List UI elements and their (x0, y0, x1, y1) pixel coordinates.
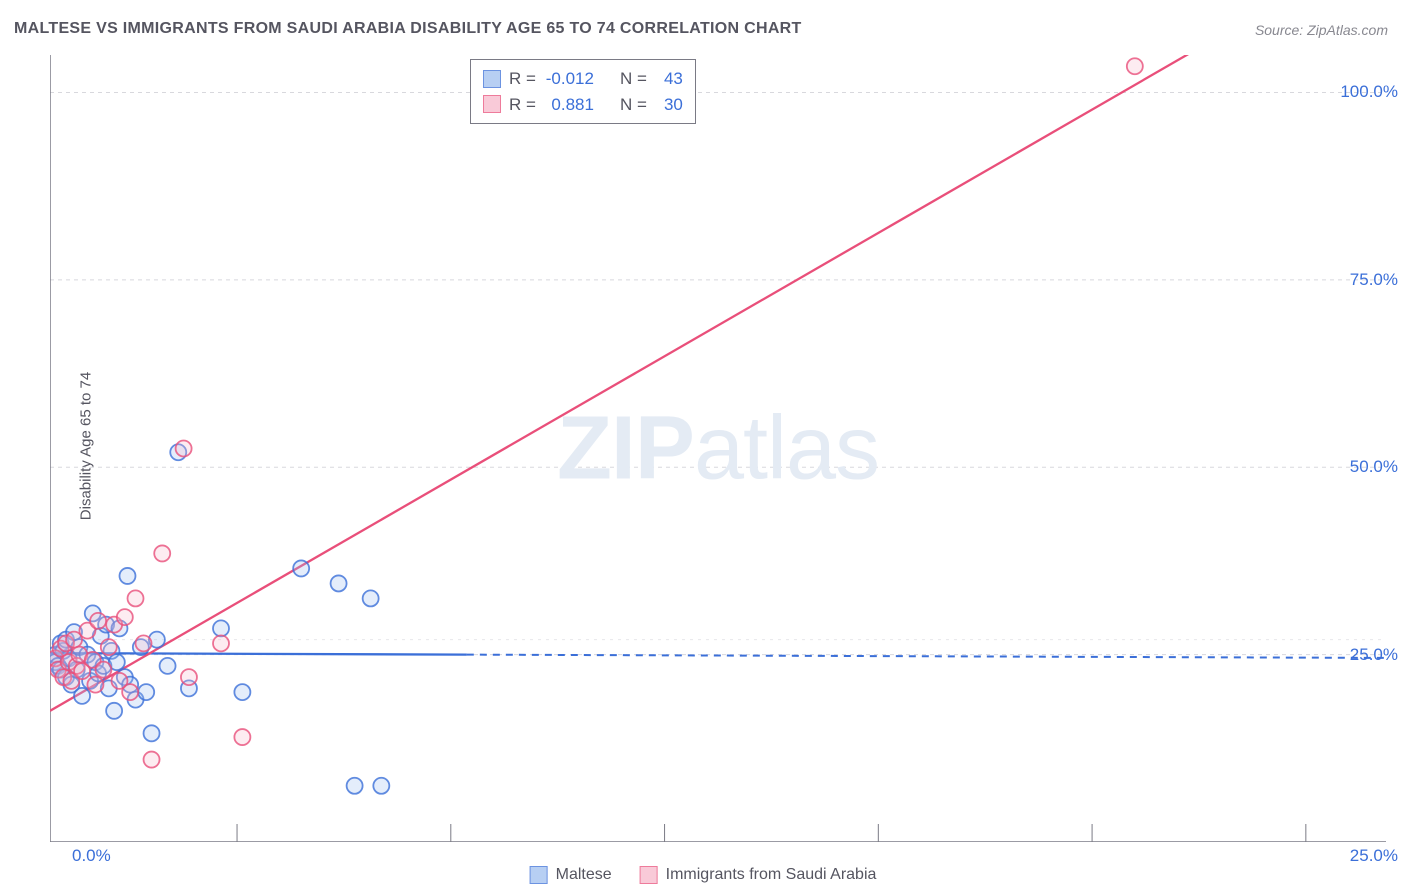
swatch-saudi-icon (483, 95, 501, 113)
x-tick-label: 25.0% (1350, 846, 1398, 866)
r-label: R = (509, 92, 536, 118)
n-label: N = (620, 66, 647, 92)
y-tick-label: 25.0% (1350, 645, 1398, 665)
swatch-saudi-icon (640, 866, 658, 884)
legend-item-saudi: Immigrants from Saudi Arabia (640, 866, 877, 884)
swatch-maltese-icon (530, 866, 548, 884)
y-tick-label: 100.0% (1340, 82, 1398, 102)
x-tick-label: 0.0% (72, 846, 111, 866)
r-value: 0.881 (544, 92, 594, 118)
r-value: -0.012 (544, 66, 594, 92)
legend-item-maltese: Maltese (530, 866, 612, 884)
n-label: N = (620, 92, 647, 118)
legend-label: Immigrants from Saudi Arabia (666, 866, 877, 884)
scatter-chart (50, 55, 1386, 842)
stats-legend-box: R = -0.012 N = 43 R = 0.881 N = 30 (470, 59, 696, 124)
r-label: R = (509, 66, 536, 92)
source-attribution: Source: ZipAtlas.com (1255, 22, 1388, 38)
legend-label: Maltese (556, 866, 612, 884)
chart-title: MALTESE VS IMMIGRANTS FROM SAUDI ARABIA … (14, 20, 802, 38)
plot-area: ZIPatlas R = -0.012 N = 43 R = 0.881 N =… (50, 55, 1386, 842)
y-tick-label: 75.0% (1350, 270, 1398, 290)
y-tick-label: 50.0% (1350, 457, 1398, 477)
swatch-maltese-icon (483, 70, 501, 88)
stats-row-saudi: R = 0.881 N = 30 (483, 92, 683, 118)
stats-row-maltese: R = -0.012 N = 43 (483, 66, 683, 92)
legend-bottom: Maltese Immigrants from Saudi Arabia (530, 866, 877, 884)
n-value: 30 (655, 92, 683, 118)
n-value: 43 (655, 66, 683, 92)
